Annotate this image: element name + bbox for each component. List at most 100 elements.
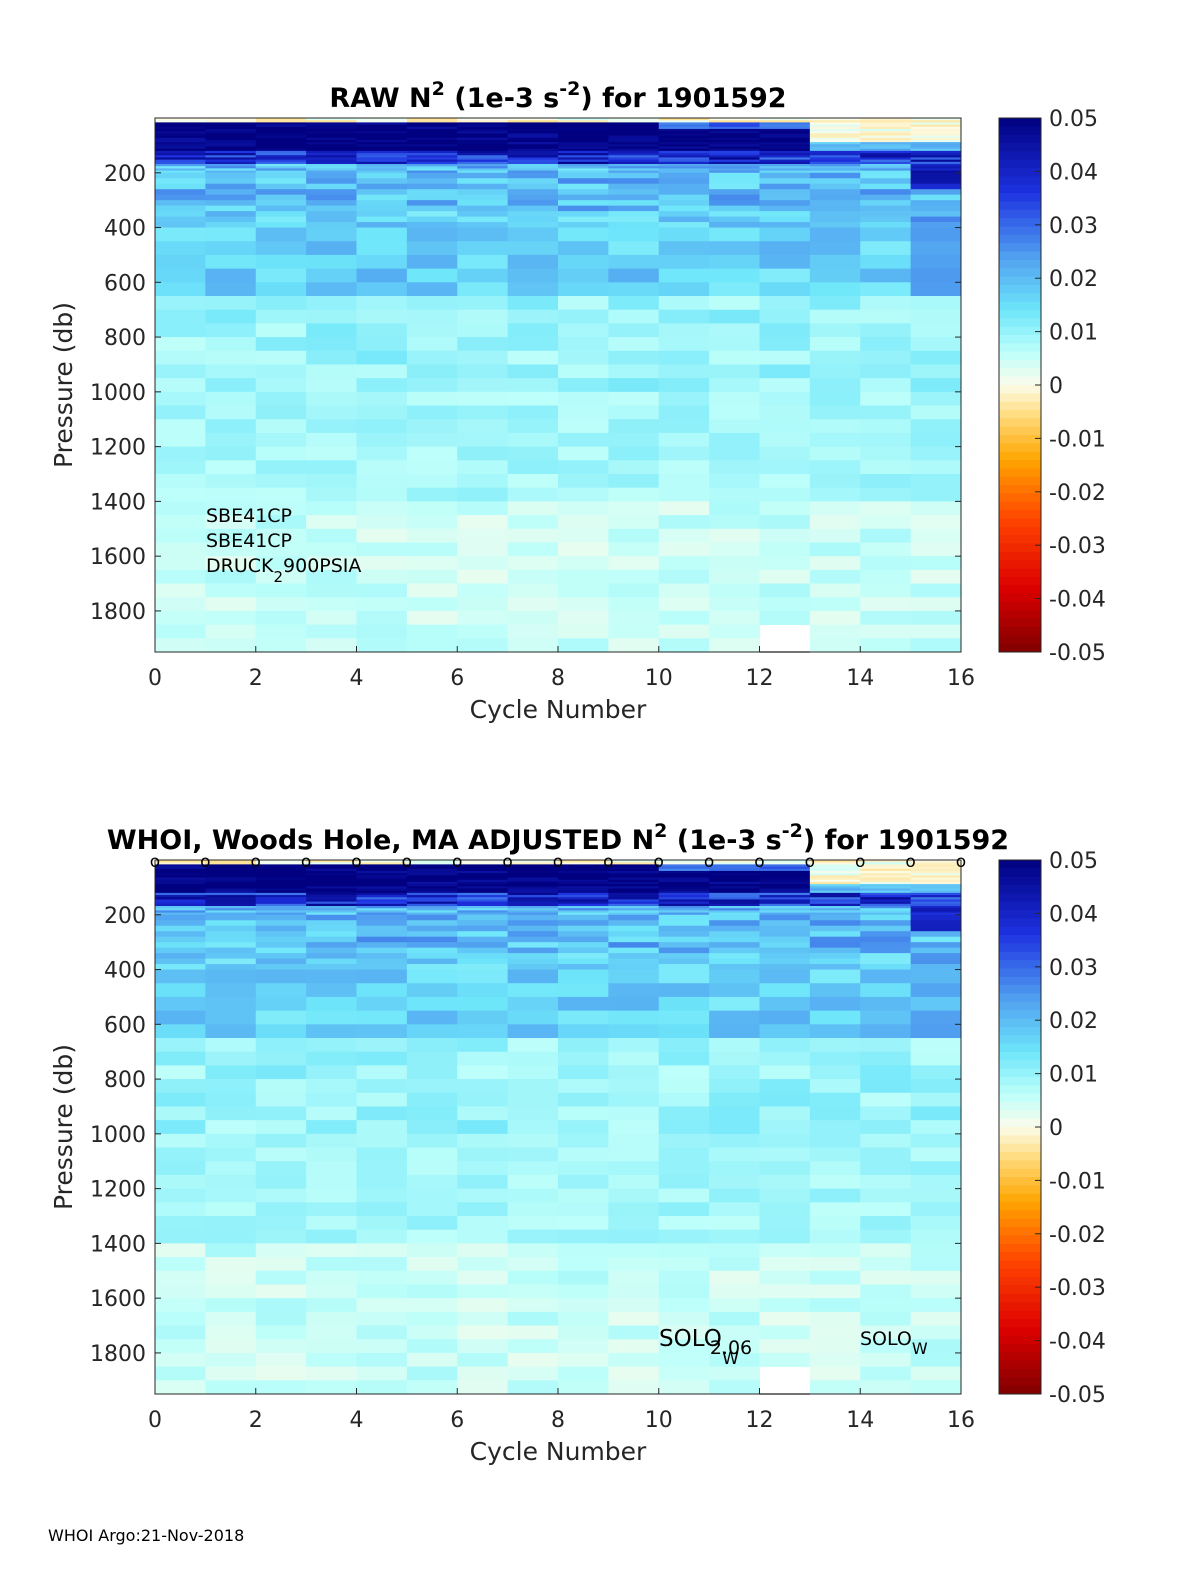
heatmap-cell: [759, 528, 811, 543]
heatmap-cell: [709, 528, 760, 543]
heatmap-cell: [860, 157, 912, 161]
heatmap-cell: [709, 153, 760, 156]
heatmap-cell: [558, 378, 609, 393]
heatmap-cell: [910, 1120, 962, 1135]
heatmap-cell: [255, 542, 307, 557]
heatmap-cell: [406, 337, 458, 352]
colorbar-swatch: [999, 1152, 1041, 1161]
heatmap-cell: [809, 205, 861, 212]
heatmap-cell: [558, 155, 609, 158]
heatmap-cell: [558, 161, 609, 165]
heatmap-cell: [558, 501, 609, 516]
heatmap-cell: [155, 936, 206, 943]
heatmap-cell: [558, 899, 609, 903]
heatmap-cell: [507, 1188, 559, 1203]
heatmap-cell: [910, 460, 962, 475]
heatmap-cell: [910, 405, 962, 420]
heatmap-cell: [608, 1161, 660, 1176]
raw-n2-chart: RAW N2 (1e-3 s-2) for 1901592 2004006008…: [49, 78, 1106, 724]
heatmap-cell: [910, 1188, 962, 1203]
y-axis-label: Pressure (db): [49, 1044, 78, 1210]
heatmap-cell: [406, 1147, 458, 1162]
heatmap-cell: [306, 155, 357, 158]
heatmap-cell: [406, 860, 458, 863]
heatmap-cell: [406, 1174, 458, 1190]
heatmap-cell: [860, 164, 912, 167]
heatmap-cell: [658, 864, 710, 867]
colorbar-swatch: [999, 926, 1041, 936]
heatmap-cell: [457, 309, 509, 324]
heatmap-cell: [658, 1079, 710, 1094]
heatmap-cell: [910, 211, 962, 217]
heatmap-cell: [155, 870, 206, 874]
colorbar-swatch: [999, 1293, 1041, 1303]
heatmap-cell: [457, 337, 509, 352]
heatmap-cell: [356, 227, 408, 242]
heatmap-cell: [558, 1270, 609, 1285]
heatmap-cell: [306, 122, 357, 125]
heatmap-cell: [809, 875, 861, 878]
heatmap-cell: [406, 1298, 458, 1313]
heatmap-cell: [860, 958, 912, 965]
heatmap-cell: [356, 969, 408, 984]
heatmap-cell: [809, 216, 861, 223]
heatmap-cell: [507, 241, 559, 256]
heatmap-cell: [255, 888, 307, 892]
heatmap-cell: [507, 953, 559, 959]
heatmap-cell: [255, 1311, 307, 1326]
heatmap-cell: [809, 419, 861, 434]
heatmap-cell: [860, 1147, 912, 1162]
heatmap-cell: [155, 1380, 206, 1395]
heatmap-cell: [255, 309, 307, 324]
heatmap-cell: [406, 378, 458, 393]
heatmap-cell: [507, 122, 559, 125]
heatmap-cell: [507, 168, 559, 171]
heatmap-cell: [507, 139, 559, 143]
heatmap-cell: [155, 877, 206, 881]
heatmap-cell: [709, 391, 760, 406]
heatmap-cell: [255, 1216, 307, 1231]
heatmap-cell: [306, 884, 357, 887]
heatmap-cell: [709, 895, 760, 898]
heatmap-cell: [406, 446, 458, 461]
x-tick-label: 0: [148, 666, 162, 691]
heatmap-cell: [608, 1284, 660, 1299]
heatmap-cell: [205, 638, 257, 653]
heatmap-cell: [356, 888, 408, 892]
heatmap-cell: [406, 556, 458, 571]
heatmap-cell: [306, 131, 357, 134]
heatmap-cell: [709, 172, 760, 179]
heatmap-cell: [759, 1106, 811, 1121]
heatmap-cell: [306, 964, 357, 970]
heatmap-cell: [306, 446, 357, 461]
heatmap-cell: [255, 131, 307, 134]
heatmap-cell: [658, 405, 710, 420]
heatmap-cell: [910, 912, 962, 916]
heatmap-cell: [910, 168, 962, 171]
heatmap-cell: [155, 501, 206, 516]
heatmap-cell: [658, 153, 710, 156]
heatmap-cell: [205, 569, 257, 584]
heatmap-cell: [709, 597, 760, 612]
heatmap-cell: [205, 161, 257, 165]
heatmap-cell: [406, 254, 458, 270]
heatmap-cell: [910, 908, 962, 911]
heatmap-cell: [860, 892, 912, 896]
heatmap-cell: [457, 216, 509, 223]
heatmap-cell: [507, 920, 559, 927]
heatmap-cell: [205, 148, 257, 152]
heatmap-cell: [558, 126, 609, 130]
heatmap-cell: [910, 126, 962, 130]
heatmap-cell: [306, 873, 357, 876]
heatmap-cell: [406, 908, 458, 911]
heatmap-cell: [306, 189, 357, 196]
heatmap-cell: [759, 1024, 811, 1039]
heatmap-cell: [910, 446, 962, 461]
heatmap-cell: [860, 1038, 912, 1053]
heatmap-cell: [356, 1038, 408, 1053]
heatmap-cell: [759, 879, 811, 883]
heatmap-cell: [356, 890, 408, 894]
heatmap-cell: [809, 391, 861, 406]
heatmap-cell: [658, 899, 710, 903]
heatmap-cell: [608, 487, 660, 502]
